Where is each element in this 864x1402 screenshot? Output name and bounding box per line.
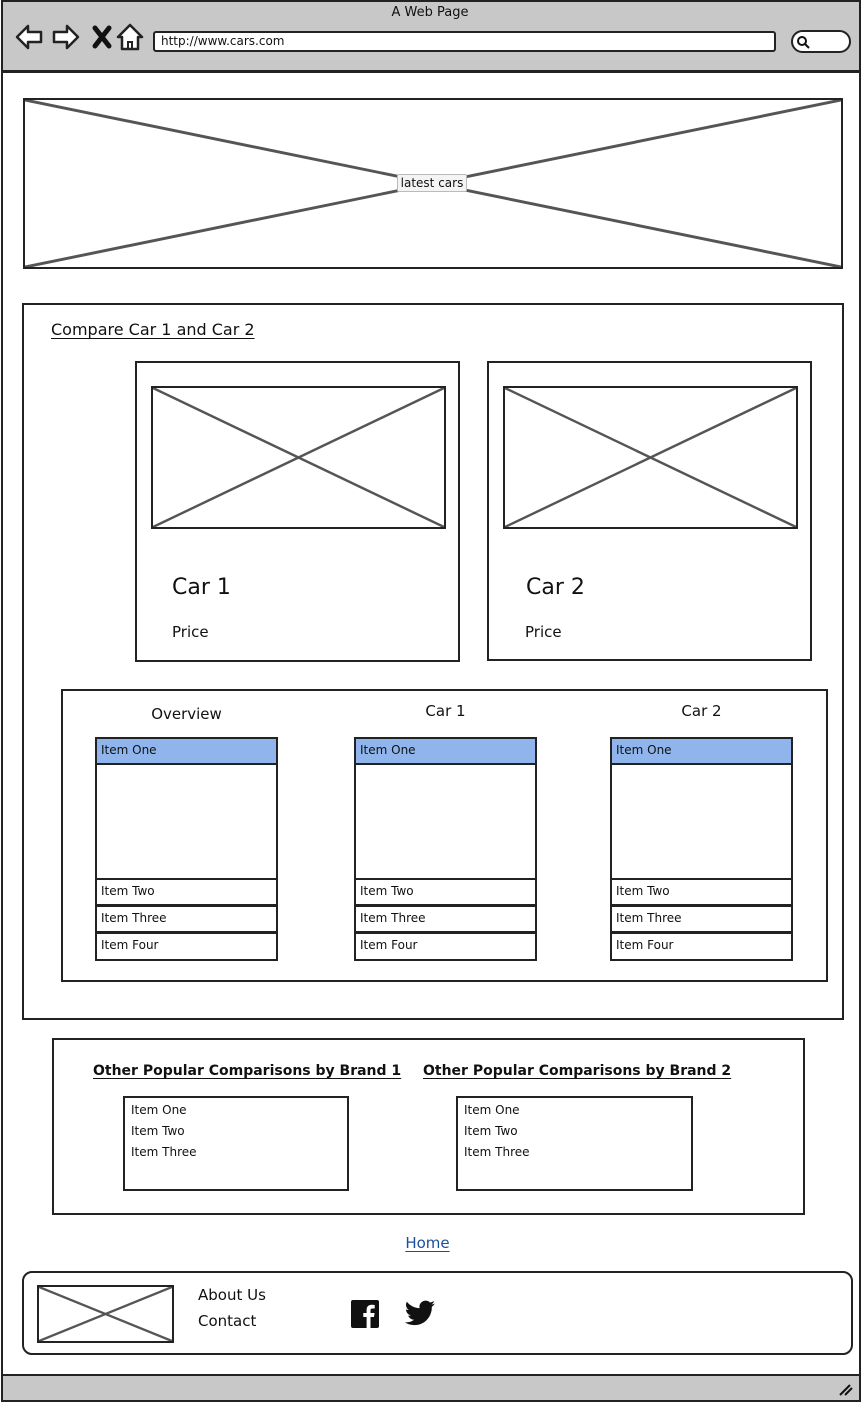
page-frame xyxy=(1,71,861,1402)
car-card: Car 1 Price xyxy=(135,361,460,662)
stop-icon[interactable] xyxy=(88,22,118,52)
list-item[interactable]: Item Two xyxy=(610,878,793,906)
list-item-selected[interactable]: Item One xyxy=(95,737,278,765)
list-item[interactable]: Item Four xyxy=(354,932,537,961)
list-item[interactable]: Item Two xyxy=(95,878,278,906)
address-bar[interactable]: http://www.cars.com xyxy=(153,31,776,52)
car1-list: Item One Item Two Item Three Item Four xyxy=(354,737,537,961)
list-item[interactable]: Item Three xyxy=(464,1145,530,1159)
facebook-icon[interactable] xyxy=(350,1299,380,1329)
brand2-comparisons-title[interactable]: Other Popular Comparisons by Brand 2 xyxy=(423,1063,732,1079)
list-item-selected[interactable]: Item One xyxy=(354,737,537,765)
list-item[interactable]: Item Four xyxy=(610,932,793,961)
home-icon[interactable] xyxy=(115,22,145,52)
column-header-car2: Car 2 xyxy=(681,702,722,720)
list-item[interactable]: Item Three xyxy=(354,905,537,933)
overview-list: Item One Item Two Item Three Item Four xyxy=(95,737,278,961)
brand1-comparisons-title[interactable]: Other Popular Comparisons by Brand 1 xyxy=(93,1063,402,1079)
brand1-comparisons-list: Item One Item Two Item Three xyxy=(123,1096,349,1191)
brand2-comparisons-list: Item One Item Two Item Three xyxy=(456,1096,693,1191)
browser-search-field[interactable] xyxy=(791,30,851,53)
car-name: Car 1 xyxy=(172,575,231,600)
compare-section xyxy=(22,303,844,1020)
list-item[interactable]: Item Two xyxy=(464,1124,518,1138)
home-link[interactable]: Home xyxy=(405,1234,450,1252)
list-item[interactable]: Item Two xyxy=(131,1124,185,1138)
car2-list: Item One Item Two Item Three Item Four xyxy=(610,737,793,961)
about-us-link[interactable]: About Us xyxy=(198,1286,266,1304)
contact-link[interactable]: Contact xyxy=(198,1312,257,1330)
list-item[interactable]: Item Three xyxy=(131,1145,197,1159)
list-item-selected[interactable]: Item One xyxy=(610,737,793,765)
resize-grip-icon[interactable] xyxy=(837,1382,853,1396)
browser-status-bar xyxy=(1,1374,861,1402)
column-header-overview: Overview xyxy=(151,705,222,723)
car-image-placeholder xyxy=(503,386,798,529)
list-item[interactable]: Item One xyxy=(464,1103,520,1117)
twitter-icon[interactable] xyxy=(404,1300,436,1328)
list-item[interactable]: Item Three xyxy=(95,905,278,933)
compare-title[interactable]: Compare Car 1 and Car 2 xyxy=(51,320,255,339)
car-name: Car 2 xyxy=(526,575,585,600)
list-item[interactable]: Item Three xyxy=(610,905,793,933)
back-arrow-icon[interactable] xyxy=(14,22,44,52)
window-title: A Web Page xyxy=(391,5,469,20)
comparison-table xyxy=(61,689,828,982)
car-price: Price xyxy=(525,623,562,641)
search-icon xyxy=(797,36,810,49)
car-price: Price xyxy=(172,623,209,641)
footer xyxy=(22,1271,853,1355)
footer-logo-placeholder xyxy=(37,1285,174,1343)
list-item[interactable]: Item Four xyxy=(95,932,278,961)
column-header-car1: Car 1 xyxy=(425,702,466,720)
car-card: Car 2 Price xyxy=(487,361,812,661)
car-image-placeholder xyxy=(151,386,446,529)
banner-label: latest cars xyxy=(397,174,467,192)
list-item[interactable]: Item Two xyxy=(354,878,537,906)
forward-arrow-icon[interactable] xyxy=(51,22,81,52)
list-item[interactable]: Item One xyxy=(131,1103,187,1117)
popular-comparisons-section xyxy=(52,1038,805,1215)
